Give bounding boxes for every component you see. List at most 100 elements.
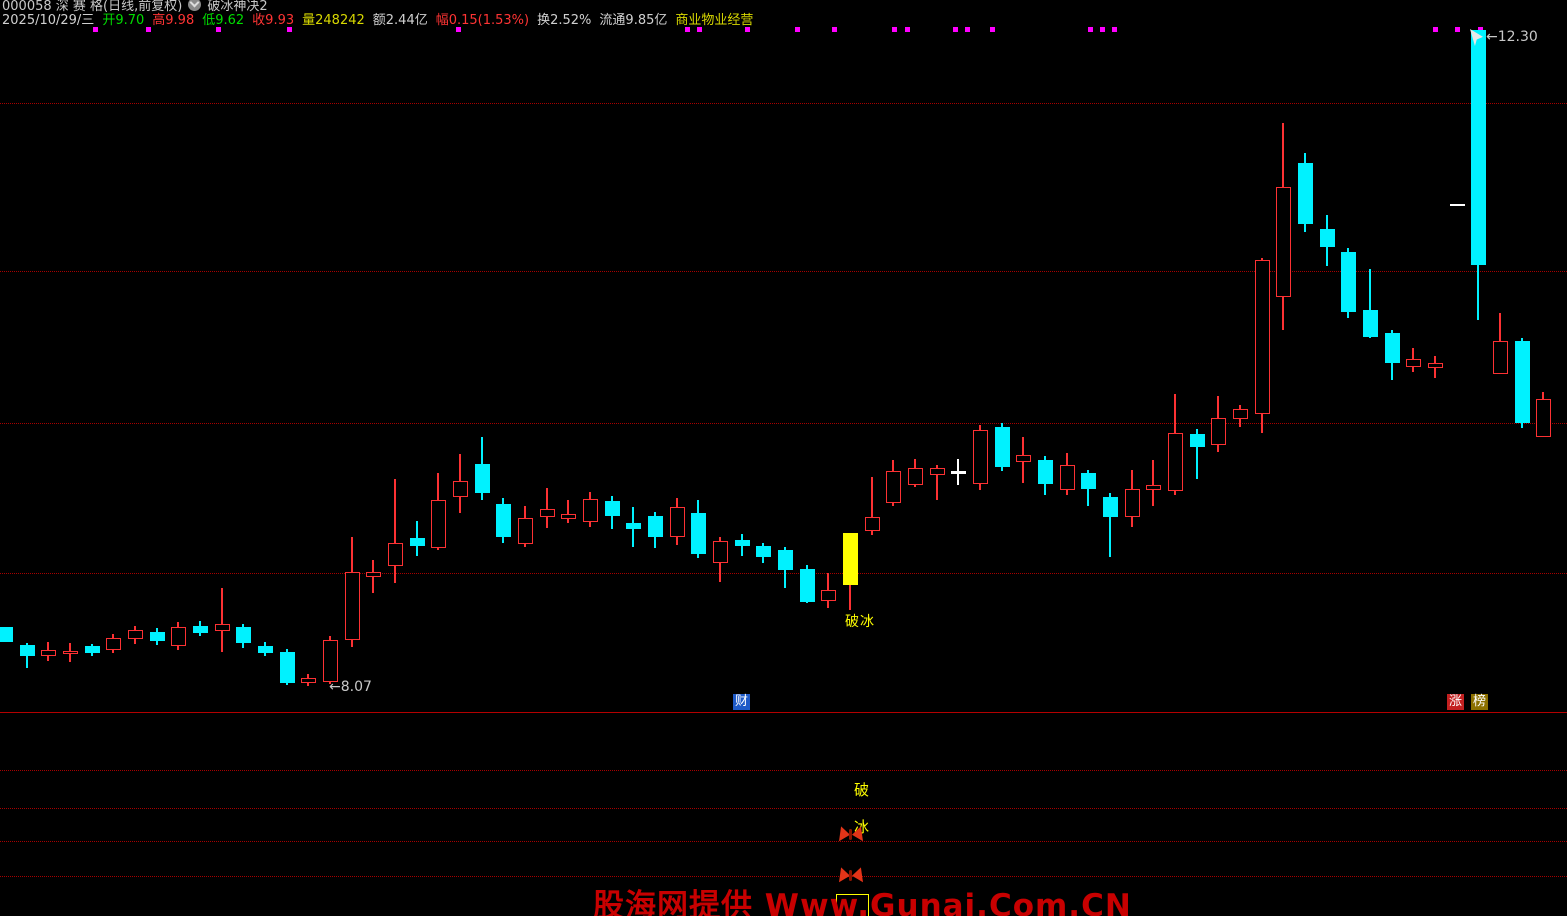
candle-wick — [351, 537, 353, 572]
candle[interactable] — [626, 523, 641, 529]
candle-wick — [914, 485, 916, 487]
candle[interactable] — [1406, 359, 1421, 367]
candle[interactable] — [691, 513, 706, 554]
candle[interactable] — [366, 572, 381, 577]
signal-dot — [795, 27, 800, 32]
candle[interactable] — [843, 533, 858, 585]
panel-separator[interactable] — [0, 712, 1567, 713]
candle[interactable] — [301, 678, 316, 683]
candle[interactable] — [583, 499, 598, 522]
signal-dot — [965, 27, 970, 32]
candle[interactable] — [1211, 418, 1226, 445]
candle[interactable] — [1060, 465, 1075, 490]
candle[interactable] — [496, 504, 511, 537]
signal-dot — [456, 27, 461, 32]
candle[interactable] — [1341, 252, 1356, 312]
candle[interactable] — [1385, 333, 1400, 363]
candle[interactable] — [1016, 455, 1031, 462]
info-segment: 幅0.15(1.53%) — [435, 13, 530, 28]
candle-wick — [307, 674, 309, 678]
candle[interactable] — [280, 652, 295, 683]
candle[interactable] — [930, 468, 945, 475]
grid-line — [0, 841, 1567, 842]
sub-indicator-panel[interactable]: 破冰神决F 破 冰 — [0, 713, 1567, 916]
candle[interactable] — [735, 540, 750, 546]
badge-finance[interactable]: 财 — [733, 694, 750, 710]
main-chart[interactable]: ←8.07 ←12.30 破冰 财 涨 榜 — [0, 0, 1567, 712]
candle[interactable] — [886, 471, 901, 503]
candle[interactable] — [20, 645, 35, 656]
candle-wick — [351, 640, 353, 647]
candle[interactable] — [1255, 260, 1270, 414]
candle[interactable] — [345, 572, 360, 640]
candle[interactable] — [410, 538, 425, 546]
candle[interactable] — [648, 516, 663, 537]
candle[interactable] — [995, 427, 1010, 467]
candle-wick — [524, 544, 526, 547]
candle[interactable] — [85, 646, 100, 653]
candle[interactable] — [453, 481, 468, 497]
candle[interactable] — [1471, 30, 1486, 265]
candle[interactable] — [236, 627, 251, 643]
candle[interactable] — [1298, 163, 1313, 224]
candle[interactable] — [215, 624, 230, 631]
candle[interactable] — [41, 650, 56, 656]
candle[interactable] — [605, 501, 620, 516]
candle[interactable] — [1168, 433, 1183, 491]
candle[interactable] — [1146, 485, 1161, 490]
main-indicator-name[interactable]: 破冰神决2 — [207, 0, 268, 14]
candle[interactable] — [821, 590, 836, 601]
grid-line — [0, 770, 1567, 771]
candle-wick — [936, 465, 938, 468]
high-price-label: ←12.30 — [1486, 29, 1538, 45]
candle[interactable] — [1493, 341, 1508, 374]
candle[interactable] — [1320, 229, 1335, 247]
candle[interactable] — [388, 543, 403, 566]
candle[interactable] — [908, 468, 923, 485]
candle[interactable] — [1515, 341, 1530, 423]
candle[interactable] — [475, 464, 490, 493]
candle-wick — [1434, 368, 1436, 378]
candle[interactable] — [1038, 460, 1053, 484]
candle-wick — [827, 573, 829, 590]
candle[interactable] — [0, 627, 13, 642]
candle[interactable] — [431, 500, 446, 548]
candle[interactable] — [323, 640, 338, 682]
candle[interactable] — [1190, 434, 1205, 447]
candle[interactable] — [1536, 399, 1551, 437]
title-bar: 000058 深 赛 格(日线,前复权) 破冰神决2 — [2, 0, 268, 14]
candle[interactable] — [561, 514, 576, 519]
info-segment: 额2.44亿 — [372, 13, 428, 28]
candle[interactable] — [756, 546, 771, 557]
candle[interactable] — [63, 651, 78, 654]
candle[interactable] — [1103, 497, 1118, 517]
candle[interactable] — [106, 638, 121, 650]
candle[interactable] — [128, 630, 143, 639]
candle[interactable] — [171, 627, 186, 646]
candle[interactable] — [1233, 409, 1248, 419]
candle-wick — [892, 460, 894, 471]
candle[interactable] — [800, 569, 815, 602]
candle[interactable] — [778, 550, 793, 570]
candle[interactable] — [518, 518, 533, 544]
candle-wick — [221, 631, 223, 652]
candle[interactable] — [1276, 187, 1291, 297]
candle[interactable] — [670, 507, 685, 537]
indicator-dropdown-icon[interactable] — [188, 0, 202, 11]
candle[interactable] — [193, 626, 208, 633]
candle[interactable] — [150, 632, 165, 641]
candle[interactable] — [973, 430, 988, 484]
badge-bang[interactable]: 榜 — [1471, 694, 1488, 710]
candle[interactable] — [865, 517, 880, 531]
candle[interactable] — [1081, 473, 1096, 489]
candle[interactable] — [540, 509, 555, 517]
candle[interactable] — [951, 471, 966, 474]
candle-wick — [676, 537, 678, 545]
candle[interactable] — [1428, 363, 1443, 368]
candle[interactable] — [258, 646, 273, 653]
candle[interactable] — [713, 541, 728, 563]
badge-zhang[interactable]: 涨 — [1447, 694, 1464, 710]
candle[interactable] — [1363, 310, 1378, 337]
candle[interactable] — [1125, 489, 1140, 517]
candle[interactable] — [1450, 204, 1465, 206]
